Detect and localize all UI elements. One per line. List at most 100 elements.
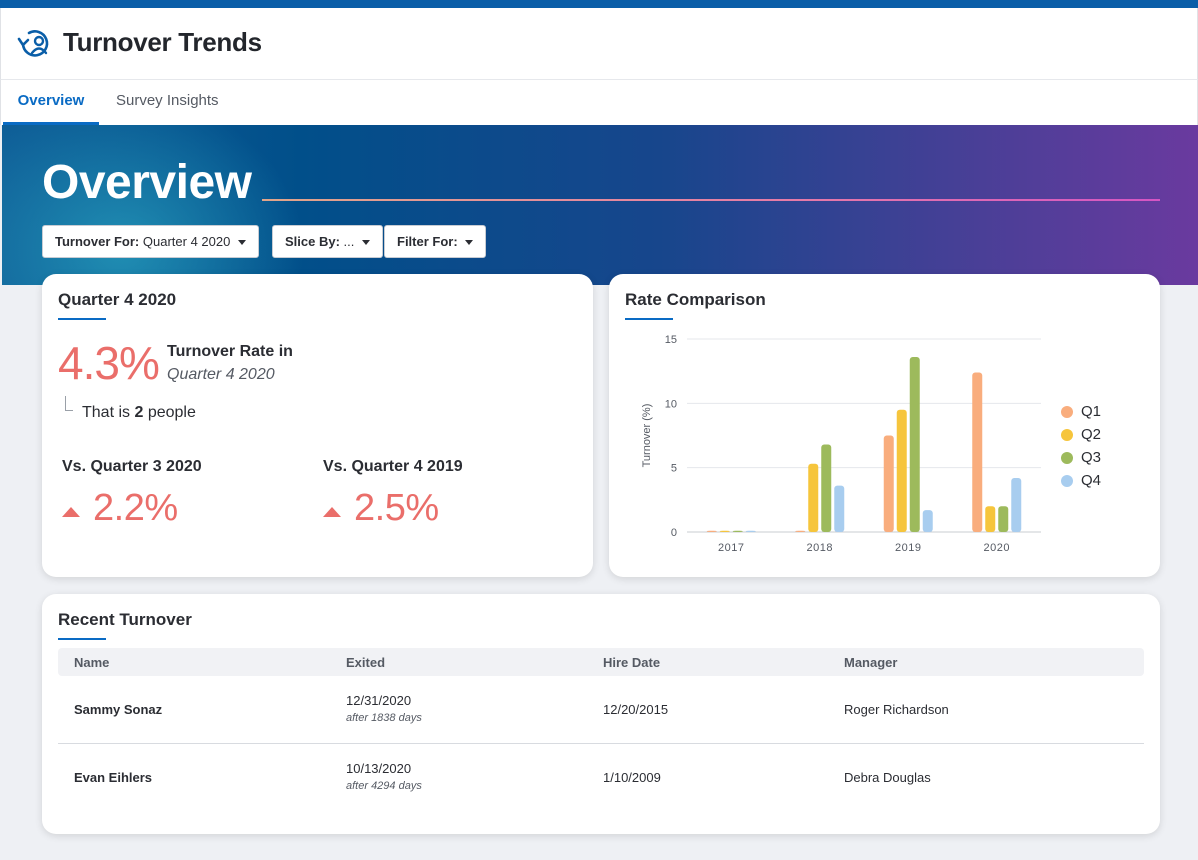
bar-q4-2018 [834,485,845,532]
x-tick-label: 2017 [718,542,744,554]
x-tick-label: 2018 [807,542,833,554]
arrow-up-icon [62,507,80,517]
top-accent-stripe [0,0,1198,8]
legend-item-q3[interactable]: Q3 [1061,446,1101,469]
legend-label: Q1 [1081,403,1102,420]
legend-swatch [1061,405,1073,418]
legend-item-q1[interactable]: Q1 [1061,400,1101,423]
turnover-cycle-icon [17,30,49,57]
column-header-name[interactable]: Name [74,655,110,670]
bar-q2-2017 [719,530,730,532]
tenure-note: after 1838 days [346,712,422,724]
column-header-manager[interactable]: Manager [844,655,898,670]
comparison-value-previous-quarter: 2.2% [93,487,178,529]
exit-date: 10/13/2020 [346,761,412,776]
title-underline [625,318,673,320]
employee-name: Evan Eihlers [74,770,153,785]
quarter-summary-card: Quarter 4 2020 4.3% Turnover Rate in Qua… [42,274,593,577]
app-title: Turnover Trends [63,27,262,57]
title-underline [58,318,106,320]
caret-down-icon [237,240,246,246]
card-title: Recent Turnover [58,610,192,629]
rate-comparison-chart: 0 5 10 15 Turnover (%) 2017 2018 2019 2020 [641,334,1041,554]
tab-survey-insights[interactable]: Survey Insights [116,92,219,109]
table-header: Name Exited Hire Date Manager [58,648,1144,676]
bar-q1-2018 [795,530,806,532]
turnover-rate-period: Quarter 4 2020 [167,366,275,383]
bar-q1-2020 [972,372,983,532]
card-title: Quarter 4 2020 [58,290,177,309]
x-tick-label: 2020 [984,542,1010,554]
legend-swatch [1061,428,1073,441]
bar-q2-2019 [896,409,907,532]
column-header-exited[interactable]: Exited [346,655,386,670]
y-tick-label: 15 [665,334,677,346]
bar-q1-2019 [883,435,894,532]
hire-date: 12/20/2015 [603,702,669,717]
legend-swatch [1061,474,1073,487]
x-tick-label: 2019 [895,542,921,554]
card-title: Rate Comparison [625,290,766,309]
recent-turnover-card: Recent Turnover Name Exited Hire Date Ma… [42,594,1160,834]
turnover-rate-value: 4.3% [58,337,160,389]
turnover-rate-label: Turnover Rate in [167,343,293,360]
manager-name: Debra Douglas [844,770,931,785]
arrow-up-icon [323,507,341,517]
filter-for-dropdown[interactable]: Filter For: [384,225,487,258]
legend-item-q4[interactable]: Q4 [1061,469,1101,492]
people-count: 2 [134,404,144,421]
bar-q2-2018 [808,463,819,532]
manager-name: Roger Richardson [844,702,949,717]
people-count-text: That is 2 people [82,404,196,422]
y-tick-label: 10 [665,398,677,410]
bar-q2-2020 [985,506,996,532]
legend-label: Q3 [1081,449,1102,466]
tab-overview[interactable]: Overview [3,80,99,125]
hire-date: 1/10/2009 [603,770,661,785]
bar-q4-2017 [745,530,756,532]
legend-swatch [1061,451,1073,464]
people-suffix: people [147,404,196,421]
y-axis-label: Turnover (%) [641,404,653,468]
tenure-note: after 4294 days [346,780,422,792]
title-divider [262,199,1160,201]
bar-q4-2020 [1011,477,1022,532]
people-prefix: That is [82,404,131,421]
hero-banner: Overview Turnover For: Quarter 4 2020 Sl… [2,125,1198,285]
bar-q4-2019 [922,510,933,532]
filter-key: Slice By: [285,234,340,249]
legend-item-q2[interactable]: Q2 [1061,423,1101,446]
table-row[interactable]: Sammy Sonaz 12/31/2020 after 1838 days 1… [58,676,1144,744]
y-tick-label: 5 [671,463,677,475]
comparison-label-previous-year: Vs. Quarter 4 2019 [323,458,463,475]
comparison-value-previous-year: 2.5% [354,487,439,529]
turnover-for-dropdown[interactable]: Turnover For: Quarter 4 2020 [42,225,259,258]
filter-key: Turnover For: [55,234,140,249]
title-underline [58,638,106,640]
legend-label: Q4 [1081,472,1102,489]
rate-comparison-card: Rate Comparison 0 5 10 15 Turnover (%) 2017 20… [609,274,1160,577]
bar-q3-2018 [821,444,832,532]
employee-name: Sammy Sonaz [74,702,163,717]
chart-legend: Q1 Q2 Q3 Q4 [1061,400,1101,492]
filter-key: Filter For: [397,234,458,249]
tab-bar: Overview Survey Insights [0,80,1198,125]
filter-value: ... [343,234,355,249]
comparison-label-previous-quarter: Vs. Quarter 3 2020 [62,458,202,475]
page-title: Overview [42,156,252,209]
tree-connector [65,396,73,411]
bar-q3-2017 [732,530,743,532]
y-tick-label: 0 [671,527,677,539]
bar-q3-2020 [998,506,1009,532]
caret-down-icon [465,240,474,246]
bar-q3-2019 [909,357,920,532]
slice-by-dropdown[interactable]: Slice By: ... [272,225,384,258]
legend-label: Q2 [1081,426,1102,443]
app-header: Turnover Trends [0,8,1198,80]
exit-date: 12/31/2020 [346,693,412,708]
column-header-hire-date[interactable]: Hire Date [603,655,661,670]
filter-value: Quarter 4 2020 [142,234,231,249]
caret-down-icon [362,240,371,246]
bar-q1-2017 [706,530,717,532]
table-row[interactable]: Evan Eihlers 10/13/2020 after 4294 days … [58,744,1144,812]
